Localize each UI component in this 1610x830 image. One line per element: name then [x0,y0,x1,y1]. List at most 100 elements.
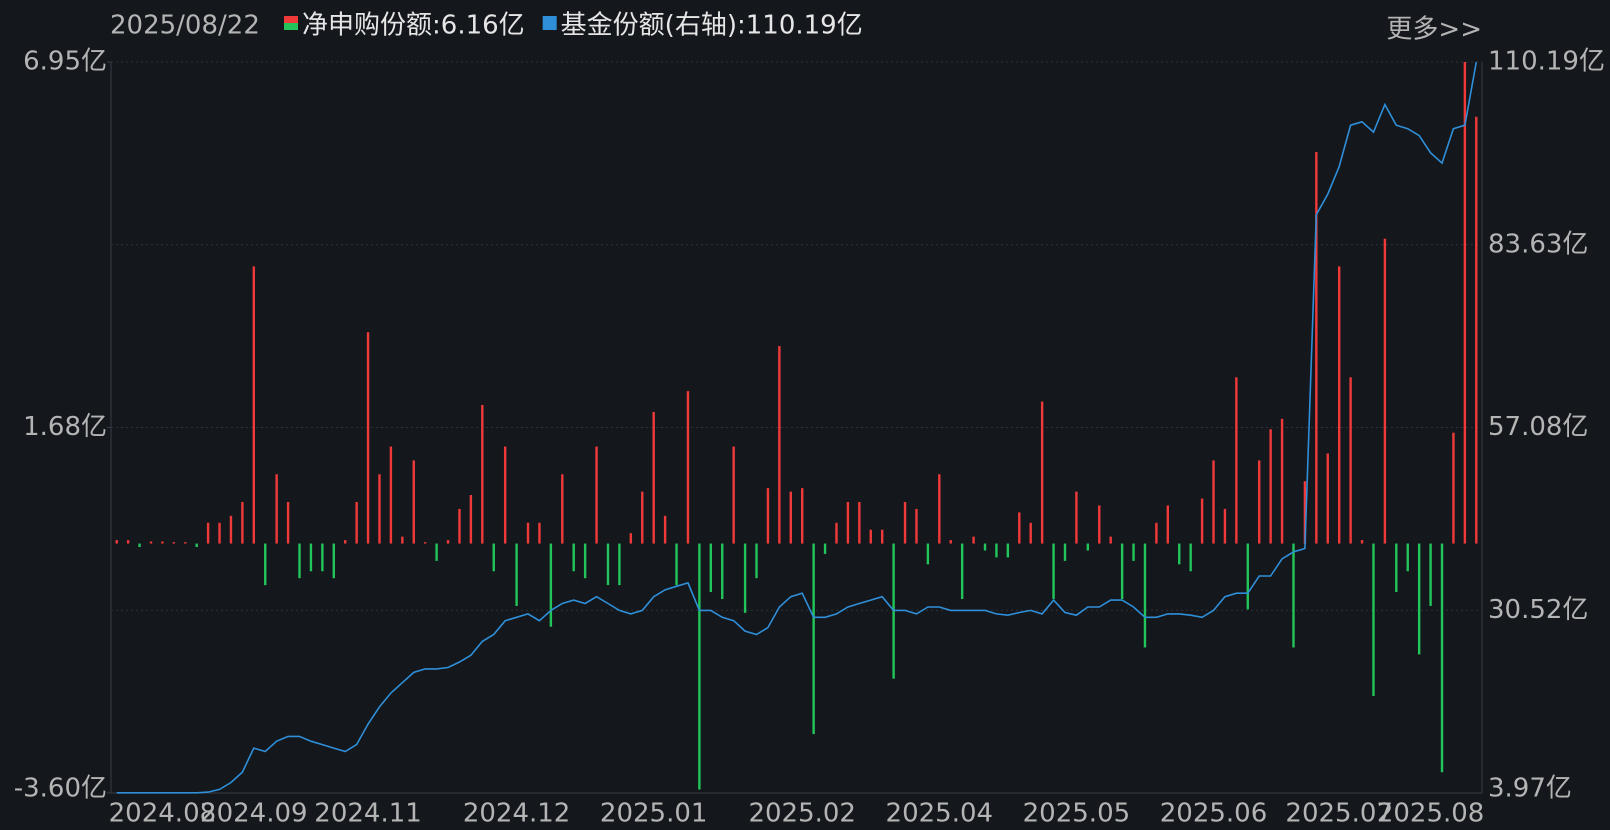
bar [766,488,770,544]
bar [1029,522,1032,544]
legend-label: 净申购份额 [302,11,432,41]
bar [789,491,792,544]
bar [1246,543,1249,610]
bar [184,542,187,544]
bar [1178,543,1181,565]
y-tick-label: -3.60亿 [14,774,107,804]
y2-tick-label: 30.52亿 [1488,595,1588,625]
bar [1155,522,1158,544]
bar [1337,266,1341,544]
legend-value: :110.19亿 [737,11,863,41]
bar [823,543,827,554]
y2-tick-label: 57.08亿 [1488,412,1588,442]
bar [606,543,610,586]
bar [1075,491,1078,544]
bar [1098,505,1101,544]
bar [1429,543,1432,606]
bar [366,332,370,544]
bar [275,474,278,544]
bar [298,543,301,579]
bar [218,522,221,544]
bar [378,474,381,544]
bar [446,540,450,544]
bar [858,501,861,544]
x-tick-label: 2025.08 [1377,799,1485,829]
bar [995,543,998,558]
bar [149,541,153,544]
bar [732,446,735,544]
bar [401,536,404,544]
legend-swatch [284,16,298,23]
bar [572,543,575,572]
y2-tick-label: 83.63亿 [1488,229,1588,259]
bar [1280,418,1284,544]
bar [1040,401,1044,544]
bar [332,543,335,579]
y2-tick-label: 110.19亿 [1488,47,1605,77]
line [116,61,1478,794]
bar [778,346,781,544]
x-tick-label: 2024.11 [314,799,422,829]
bar [412,460,415,544]
x-tick-label: 2024.12 [463,799,571,829]
bar [1235,377,1238,544]
bar [1395,543,1398,593]
legend-swatch [542,16,557,30]
x-tick-label: 2025.06 [1160,799,1268,829]
y-tick-label: 1.68亿 [23,412,107,442]
y2-tick-label: 3.97亿 [1488,774,1572,804]
bar [344,540,347,544]
bar [926,543,930,565]
bar [206,522,210,544]
bar [1326,453,1329,544]
bar [1475,116,1478,544]
bar [321,543,324,572]
bar [515,543,518,606]
bar [835,522,838,544]
bar [1258,460,1261,544]
bar [1143,543,1147,648]
bar [1463,62,1467,544]
date: 2025/08/22 [110,11,260,41]
more-link[interactable]: 更多>> [1386,15,1482,45]
bar [1166,505,1170,544]
bar [1269,429,1272,544]
bar [949,540,952,544]
bar [1349,377,1352,544]
bar [1120,543,1124,599]
bar [252,266,256,544]
bar [880,529,884,544]
bar [241,501,244,544]
x-tick-label: 2025.02 [748,799,856,829]
x-tick-label: 2025.05 [1023,799,1131,829]
bar [1006,543,1010,558]
bar [126,540,130,544]
bar [549,543,553,627]
bar [1109,536,1112,544]
bar [538,522,541,544]
bar [1372,543,1375,696]
bar [641,491,644,544]
bar [629,533,633,544]
bar [709,543,713,593]
bar [755,543,758,579]
bar [801,488,804,544]
bar [138,543,141,548]
bar [1189,543,1192,572]
bar [492,543,495,572]
bar [652,411,655,544]
bar [1383,238,1387,544]
bar [561,474,564,544]
bar [869,529,872,544]
bar [812,543,815,735]
bar [469,495,473,544]
bar [458,508,461,544]
bar [583,543,587,579]
bar [1360,540,1364,544]
bar [1406,543,1409,572]
legend-swatch [284,23,298,30]
bar [423,542,427,544]
x-tick-label: 2025.01 [600,799,708,829]
